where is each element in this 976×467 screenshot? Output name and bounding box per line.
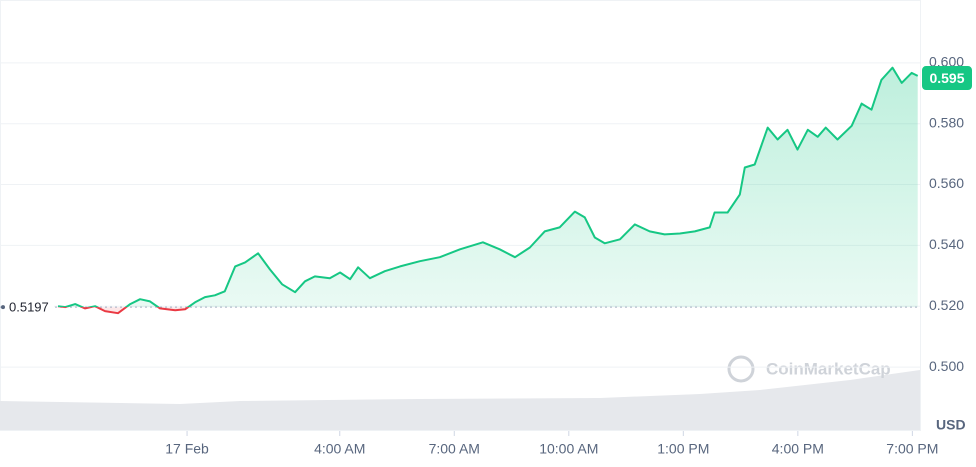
y-tick-label: 0.600 (929, 54, 964, 70)
price-area (58, 67, 918, 308)
baseline-label-bg (2, 297, 54, 318)
price-line-below (57, 307, 190, 315)
y-tick-label: 0.540 (929, 236, 964, 252)
x-tick-label: 17 Feb (165, 441, 209, 457)
baseline-dot (1, 305, 5, 310)
currency-label: USD (936, 417, 966, 433)
watermark-text: CoinMarketCap (766, 359, 891, 378)
current-price-badge (922, 66, 972, 91)
volume-area (0, 370, 920, 430)
y-tick-label: 0.580 (929, 114, 964, 130)
x-tick-label: 4:00 PM (772, 441, 824, 457)
y-tick-label: 0.560 (929, 175, 964, 191)
watermark-logo (727, 355, 755, 383)
watermark: CoinMarketCap (727, 355, 891, 383)
plot-frame (0, 0, 921, 431)
x-tick-label: 10:00 AM (539, 441, 598, 457)
baseline-label: 0.5197 (9, 300, 49, 315)
y-tick-label: 0.520 (929, 297, 964, 313)
x-tick-label: 7:00 PM (886, 441, 938, 457)
x-tick-label: 4:00 AM (314, 441, 365, 457)
x-tick-label: 7:00 AM (429, 441, 480, 457)
x-tick-label: 1:00 PM (657, 441, 709, 457)
y-tick-label: 0.500 (929, 358, 964, 374)
current-price-label: 0.595 (929, 70, 964, 86)
price-line (57, 66, 919, 308)
